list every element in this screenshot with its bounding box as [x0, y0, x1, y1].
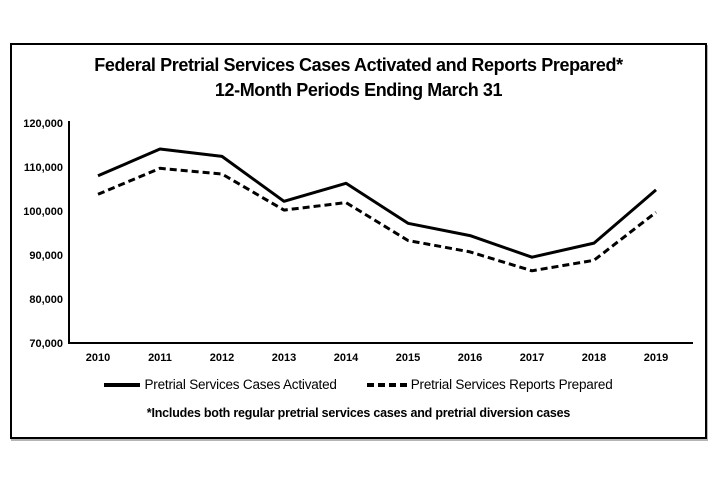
x-tick-label: 2017 — [520, 352, 544, 364]
x-tick-label: 2010 — [86, 352, 110, 364]
series-line-solid — [97, 147, 657, 259]
x-tick-label: 2019 — [644, 352, 668, 364]
y-tick-label: 70,000 — [29, 338, 63, 350]
chart-frame: Federal Pretrial Services Cases Activate… — [10, 43, 707, 439]
y-tick-label: 120,000 — [23, 118, 63, 130]
solid-line-swatch-icon — [104, 382, 141, 387]
x-tick-label: 2016 — [458, 352, 482, 364]
legend-label-reports-prepared: Pretrial Services Reports Prepared — [410, 377, 613, 392]
y-tick-label: 80,000 — [29, 294, 63, 306]
line-chart-plot: 120,000 110,000 100,000 90,000 80,000 70,000 2… — [23, 118, 693, 364]
x-tick-label: 2015 — [396, 352, 420, 364]
series-line-dashed — [97, 166, 657, 273]
legend-item-cases-activated: Pretrial Services Cases Activated — [104, 377, 337, 392]
dashed-line-swatch-icon — [366, 382, 409, 387]
chart-footnote: *Includes both regular pretrial services… — [146, 406, 571, 420]
x-tick-label: 2012 — [210, 352, 234, 364]
chart-title: Federal Pretrial Services Cases Activate… — [12, 53, 705, 103]
y-tick-label: 100,000 — [23, 206, 63, 218]
legend-item-reports-prepared: Pretrial Services Reports Prepared — [366, 377, 613, 392]
x-tick-label: 2013 — [272, 352, 296, 364]
x-tick-label: 2018 — [582, 352, 606, 364]
x-tick-label: 2011 — [148, 352, 172, 364]
legend-label-cases-activated: Pretrial Services Cases Activated — [144, 377, 337, 392]
chart-title-line2: 12-Month Periods Ending March 31 — [214, 80, 503, 100]
y-tick-label: 90,000 — [29, 250, 63, 262]
chart-title-line1: Federal Pretrial Services Cases Activate… — [94, 55, 623, 75]
chart-legend: Pretrial Services Cases Activated Pretri… — [12, 377, 705, 392]
y-tick-label: 110,000 — [24, 162, 63, 174]
x-tick-label: 2014 — [334, 352, 359, 364]
